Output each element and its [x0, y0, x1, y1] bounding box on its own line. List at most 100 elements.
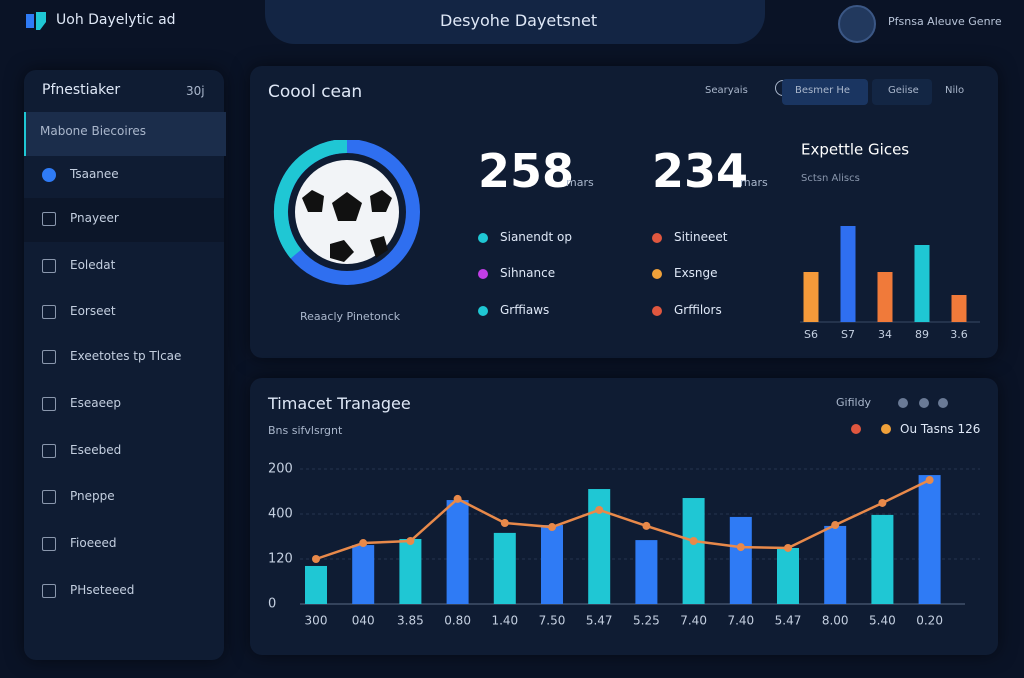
x-tick-label: 3.85: [397, 614, 424, 628]
nav-item[interactable]: Eseaeep: [70, 396, 121, 410]
line-point: [831, 521, 840, 530]
nav-active-bg: [24, 112, 226, 156]
nav-item[interactable]: Mabone Biecoires: [40, 124, 146, 138]
y-tick-label: 200: [268, 462, 293, 477]
tab[interactable]: Nilo: [945, 85, 965, 96]
legend-dot: [478, 269, 488, 279]
line-point: [406, 537, 415, 545]
nav-icon: [42, 305, 56, 319]
legend-label: Sitineeet: [674, 230, 728, 244]
line-point: [925, 476, 934, 485]
nav-icon: [42, 212, 56, 226]
nav-item[interactable]: Eorseet: [70, 304, 116, 318]
bar: [635, 540, 658, 604]
x-tick-label: 7.40: [680, 614, 707, 628]
x-tick-label: 8.00: [822, 614, 849, 628]
bar: [918, 475, 941, 604]
chart-title: Timacet Tranagee: [268, 394, 411, 413]
line-point: [548, 523, 556, 532]
sidebar: Pfnestiaker 30j Mabone Biecoires Tsaanee P…: [24, 70, 226, 660]
legend-dot: [652, 269, 662, 279]
mini-x-label: S7: [841, 328, 855, 341]
nav-icon: [42, 259, 56, 273]
nav-item[interactable]: Eoledat: [70, 258, 116, 272]
bar: [871, 514, 894, 604]
x-tick-label: 7.40: [727, 614, 754, 628]
legend-dot: [938, 398, 948, 408]
sidebar-badge: 30j: [186, 84, 205, 98]
bar: [399, 538, 422, 604]
card-title: Coool cean: [268, 82, 363, 102]
nav-hover-bg: [24, 198, 224, 242]
line-point: [359, 539, 368, 548]
line-point: [878, 498, 887, 507]
brand: Uoh Dayelytic ad: [56, 12, 176, 28]
bar: [682, 498, 705, 604]
nav-item[interactable]: Fioeeed: [70, 536, 117, 550]
nav-item[interactable]: Exeetotes tp Tlcae: [70, 349, 182, 363]
legend-dot: [652, 306, 662, 316]
mini-bar: [840, 226, 856, 322]
bar: [305, 565, 327, 604]
nav-icon: [42, 490, 56, 504]
nav-item[interactable]: PHseteeed: [70, 583, 135, 597]
line-point: [312, 555, 320, 563]
legend-dot: [478, 233, 488, 243]
nav-icon: [42, 584, 56, 598]
nav-item[interactable]: Pnayeer: [70, 211, 119, 225]
nav-icon: [42, 350, 56, 364]
bar: [541, 525, 563, 604]
avatar[interactable]: [838, 5, 876, 43]
chart-subtitle: Bns sifvlsrgnt: [268, 424, 343, 437]
line-point: [784, 543, 792, 552]
line-point: [453, 494, 462, 503]
mini-bar: [951, 295, 967, 322]
bar: [446, 500, 469, 604]
bar: [352, 545, 375, 604]
stat-value: 258: [478, 144, 575, 198]
legend-dot: [652, 233, 662, 243]
tab-active-bg: [782, 79, 868, 105]
legend-label: Sihnance: [500, 266, 556, 280]
legend-label: Ou Tasns 126: [900, 422, 981, 436]
bar: [824, 525, 847, 604]
mini-x-label: 34: [878, 328, 892, 341]
tab[interactable]: Geiise: [888, 85, 919, 96]
mini-x-label: S6: [804, 328, 818, 341]
sidebar-title: Pfnestiaker: [42, 82, 121, 98]
overview-card: Coool cean Reaacly Pinetonck Searyais Bes…: [250, 66, 998, 358]
mini-bar: [877, 272, 893, 322]
mini-x-label: 3.6: [950, 328, 968, 341]
x-tick-label: 300: [305, 614, 328, 628]
mini-x-label: 89: [915, 328, 929, 341]
nav-icon: [42, 168, 56, 182]
nav-icon: [42, 444, 56, 458]
mini-bar: [803, 272, 819, 322]
nav-item[interactable]: Eseebed: [70, 443, 122, 457]
tab[interactable]: Besmer He: [795, 85, 851, 96]
legend-dot: [919, 398, 929, 408]
x-tick-label: 0.20: [916, 614, 943, 628]
line-point: [689, 537, 698, 545]
ball-graphic: [273, 140, 420, 285]
x-tick-label: 1.40: [491, 614, 518, 628]
line-point: [595, 505, 604, 514]
legend-dot: [851, 424, 861, 434]
x-tick-label: 5.25: [633, 614, 660, 628]
nav-icon: [42, 397, 56, 411]
x-tick-label: 040: [352, 614, 375, 628]
nav-item[interactable]: Tsaanee: [70, 167, 119, 181]
mini-subtitle: Sctsn Aliscs: [801, 173, 860, 184]
tab[interactable]: Searyais: [705, 85, 748, 96]
x-tick-label: 7.50: [539, 614, 566, 628]
legend-label: Exsnge: [674, 266, 718, 280]
legend-label: Grffiaws: [500, 303, 550, 317]
y-tick-label: 120: [268, 552, 293, 567]
logo: [26, 12, 46, 30]
ball-caption: Reaacly Pinetonck: [300, 310, 401, 323]
user-name: Pfsnsa Aleuve Genre: [888, 15, 1002, 28]
nav-item[interactable]: Pneppe: [70, 489, 115, 503]
bar: [777, 547, 799, 604]
